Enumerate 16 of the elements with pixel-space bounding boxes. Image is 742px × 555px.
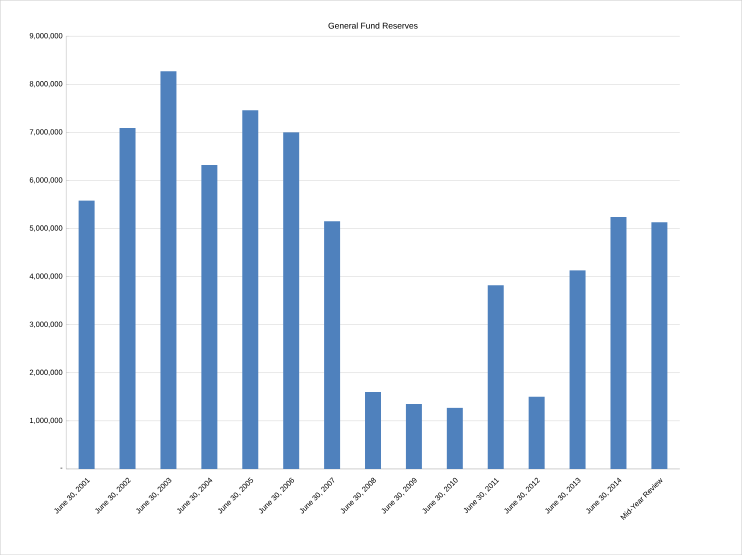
bar [610,216,626,469]
bar [242,110,258,469]
bar [651,222,668,469]
bar [488,285,504,469]
bar [365,392,382,469]
bar [120,128,136,469]
bar [78,200,95,469]
bar [446,408,463,469]
bar [283,132,300,469]
bar [160,71,176,469]
bar [406,404,422,469]
bar [570,270,586,469]
bar [324,221,340,469]
bar [528,396,545,469]
chart-title: General Fund Reserves [328,22,418,29]
bar [201,164,218,469]
